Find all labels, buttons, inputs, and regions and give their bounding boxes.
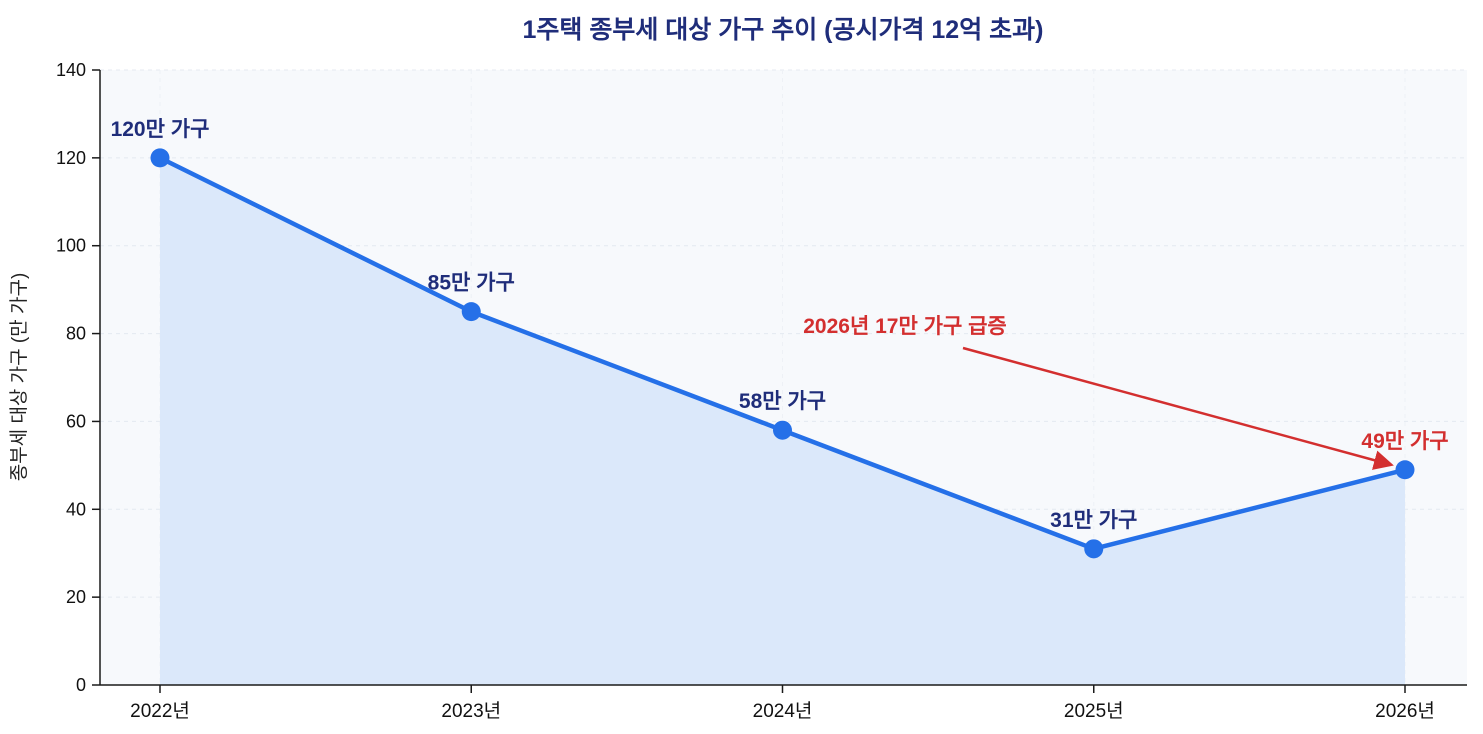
y-axis-label: 종부세 대상 가구 (만 가구) <box>8 273 30 482</box>
annotation-text: 2026년 17만 가구 급증 <box>803 315 1007 338</box>
point-label: 49만 가구 <box>1361 430 1448 453</box>
point-labels-group: 120만 가구 85만 가구 58만 가구 31만 가구 49만 가구 <box>111 118 1449 532</box>
markers-group <box>150 148 1415 559</box>
point-label: 85만 가구 <box>428 272 515 295</box>
x-tick-label: 2025년 <box>1064 700 1124 722</box>
y-tick-label: 120 <box>56 148 86 168</box>
point-label: 31만 가구 <box>1050 509 1137 532</box>
x-tick-label: 2024년 <box>753 700 813 722</box>
y-tick-label: 40 <box>66 499 86 519</box>
data-point-marker <box>150 148 170 168</box>
y-tick-label: 20 <box>66 587 86 607</box>
x-tick-label: 2022년 <box>130 700 190 722</box>
data-point-marker <box>773 420 792 440</box>
y-tick-label: 60 <box>66 411 86 431</box>
annotation-arrow <box>962 346 1394 470</box>
y-tick-label: 140 <box>56 60 86 80</box>
x-tick-label: 2023년 <box>441 700 501 722</box>
tick-labels-group: 0 20 40 60 80 100 120 140 2022년 2023년 2024년 2025년 20… <box>56 60 1435 722</box>
y-tick-label: 0 <box>76 675 86 695</box>
y-tick-label: 100 <box>56 236 86 256</box>
axes-group <box>92 69 1467 693</box>
point-label: 58만 가구 <box>739 390 826 413</box>
point-label: 120만 가구 <box>111 118 210 141</box>
data-point-marker <box>1084 539 1104 559</box>
x-tick-label: 2026년 <box>1375 700 1435 722</box>
annotation-group: 2026년 17만 가구 급증 <box>803 315 1394 470</box>
chart-title: 1주택 종부세 대상 가구 추이 (공시가격 12억 초과) <box>523 16 1044 44</box>
data-point-marker <box>461 302 481 322</box>
data-point-marker <box>1395 460 1415 480</box>
y-tick-label: 80 <box>66 324 86 344</box>
